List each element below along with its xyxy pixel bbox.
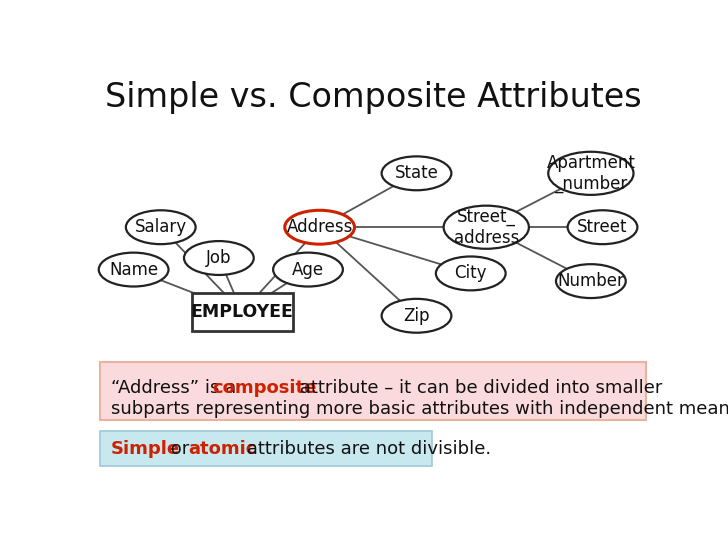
Text: Zip: Zip <box>403 307 430 325</box>
Text: attributes are not divisible.: attributes are not divisible. <box>241 440 491 458</box>
FancyBboxPatch shape <box>100 431 432 466</box>
Ellipse shape <box>126 210 196 244</box>
Ellipse shape <box>568 210 638 244</box>
Text: attribute – it can be divided into smaller: attribute – it can be divided into small… <box>293 379 662 397</box>
Ellipse shape <box>381 299 451 333</box>
Text: Street_
address: Street_ address <box>454 208 519 247</box>
Text: Apartment
_number: Apartment _number <box>547 154 636 193</box>
Text: Number: Number <box>558 272 625 290</box>
Text: Salary: Salary <box>135 218 187 236</box>
Ellipse shape <box>273 253 343 287</box>
Text: City: City <box>454 264 487 282</box>
Text: “Address” is a: “Address” is a <box>111 379 242 397</box>
Text: Street: Street <box>577 218 628 236</box>
Ellipse shape <box>381 156 451 190</box>
Ellipse shape <box>184 241 254 275</box>
Text: Address: Address <box>286 218 353 236</box>
Ellipse shape <box>443 206 529 249</box>
FancyBboxPatch shape <box>191 293 293 331</box>
Ellipse shape <box>548 152 633 195</box>
Text: Age: Age <box>292 260 324 278</box>
Text: composite: composite <box>213 379 317 397</box>
Text: Job: Job <box>206 249 232 267</box>
Ellipse shape <box>99 253 168 287</box>
Text: subparts representing more basic attributes with independent meaning.: subparts representing more basic attribu… <box>111 400 728 418</box>
Text: EMPLOYEE: EMPLOYEE <box>191 303 293 321</box>
FancyBboxPatch shape <box>100 362 646 420</box>
Text: or: or <box>165 440 194 458</box>
Text: atomic: atomic <box>188 440 256 458</box>
Ellipse shape <box>556 264 626 298</box>
Ellipse shape <box>436 257 506 290</box>
Ellipse shape <box>285 210 355 244</box>
Text: State: State <box>395 164 438 182</box>
Text: Simple vs. Composite Attributes: Simple vs. Composite Attributes <box>105 81 641 114</box>
Text: Simple: Simple <box>111 440 181 458</box>
Text: Name: Name <box>109 260 158 278</box>
